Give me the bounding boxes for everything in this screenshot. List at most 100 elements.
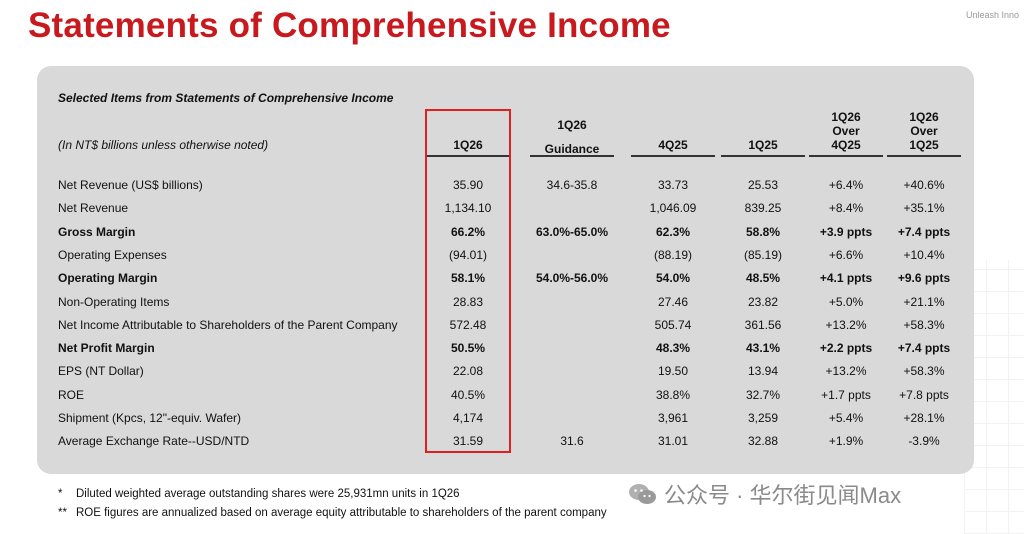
column-header-rule [631, 155, 715, 157]
table-cell: 40.5% [450, 388, 486, 402]
table-cell: 54.0% [655, 271, 691, 285]
row-label: Net Revenue [58, 201, 129, 215]
column-header-line: 1Q26 [831, 110, 861, 124]
column-header: 1Q25 [718, 138, 808, 152]
table-cell: (88.19) [653, 248, 693, 262]
table-cell: -3.9% [908, 434, 940, 448]
table-cell: 27.46 [657, 295, 689, 309]
table-cell: 22.08 [452, 364, 484, 378]
wechat-icon [628, 482, 658, 506]
table-cell: +21.1% [903, 295, 945, 309]
column-header: 4Q25 [628, 138, 718, 152]
table-cell: +28.1% [903, 411, 945, 425]
table-cell: +4.1 ppts [819, 271, 873, 285]
column-header-rule [530, 155, 614, 157]
table-cell: +40.6% [903, 178, 945, 192]
table-cell: 50.5% [450, 341, 486, 355]
table-cell: 34.6-35.8 [546, 178, 598, 192]
row-label: Operating Expenses [58, 248, 167, 262]
table-cell: 62.3% [655, 225, 691, 239]
column-header-line: 1Q26 [557, 118, 587, 132]
table-cell: 3,259 [747, 411, 779, 425]
table-cell: 58.8% [745, 225, 781, 239]
column-header: 1Q26 Over 1Q25 [879, 110, 969, 152]
table-cell: +5.0% [828, 295, 864, 309]
column-header: 1Q26 [423, 138, 513, 152]
table-cell: +9.6 ppts [897, 271, 951, 285]
page-title: Statements of Comprehensive Income [28, 6, 671, 45]
table-cell: 66.2% [450, 225, 486, 239]
table-cell: 48.5% [745, 271, 781, 285]
table-cell: +13.2% [825, 364, 867, 378]
footnote-text: Diluted weighted average outstanding sha… [76, 488, 460, 500]
column-header-rule [887, 155, 961, 157]
column-header-rule [809, 155, 883, 157]
watermark-text: 公众号 · 华尔街见闻Max [664, 483, 902, 508]
table-cell: +8.4% [828, 201, 864, 215]
table-units-note: (In NT$ billions unless otherwise noted) [58, 138, 269, 152]
table-card [37, 66, 974, 474]
row-label: Average Exchange Rate--USD/NTD [58, 434, 250, 448]
row-label: Net Profit Margin [58, 341, 155, 355]
column-header-line: 1Q25 [748, 138, 778, 152]
brand-tagline: Unleash Inno [966, 10, 1020, 20]
row-label: Shipment (Kpcs, 12"-equiv. Wafer) [58, 411, 241, 425]
row-label: Net Revenue (US$ billions) [58, 178, 203, 192]
table-cell: +1.7 ppts [821, 388, 871, 402]
table-cell: +7.4 ppts [897, 225, 951, 239]
table-cell: +7.4 ppts [897, 341, 951, 355]
column-header: 1Q26 Over 4Q25 [801, 110, 891, 152]
column-header-line: 1Q26 [453, 138, 483, 152]
table-cell: 1,046.09 [649, 201, 697, 215]
table-cell: +7.8 ppts [899, 388, 949, 402]
footnote-marker: ** [58, 507, 67, 519]
table-cell: +13.2% [825, 318, 867, 332]
table-cell: 31.59 [452, 434, 484, 448]
table-cell: 361.56 [744, 318, 782, 332]
table-cell: 13.94 [747, 364, 779, 378]
decorative-grid [964, 260, 1024, 534]
table-cell: +10.4% [903, 248, 945, 262]
column-header-line: Guidance [544, 142, 600, 156]
column-header-line: 1Q25 [909, 138, 939, 152]
row-label: Gross Margin [58, 225, 136, 239]
column-header-line: Over [832, 124, 860, 138]
table-cell: 43.1% [745, 341, 781, 355]
table-cell: 505.74 [654, 318, 692, 332]
table-cell: +1.9% [828, 434, 864, 448]
row-label: Operating Margin [58, 271, 158, 285]
table-cell: +6.4% [828, 178, 864, 192]
row-label: EPS (NT Dollar) [58, 364, 144, 378]
table-cell: (85.19) [743, 248, 783, 262]
table-cell: +5.4% [828, 411, 864, 425]
table-caption: Selected Items from Statements of Compre… [58, 91, 394, 105]
table-cell: 31.01 [657, 434, 689, 448]
table-cell: +35.1% [903, 201, 945, 215]
current-quarter-highlight-box [425, 109, 511, 453]
footnote-marker: * [58, 488, 63, 500]
watermark: 公众号 · 华尔街见闻Max [628, 478, 901, 510]
table-cell: 4,174 [452, 411, 484, 425]
column-header-line: 4Q25 [658, 138, 688, 152]
table-cell: 38.8% [655, 388, 691, 402]
table-cell: 23.82 [747, 295, 779, 309]
table-cell: +58.3% [903, 318, 945, 332]
table-cell: 58.1% [450, 271, 486, 285]
table-cell: 1,134.10 [444, 201, 492, 215]
table-cell: 32.7% [745, 388, 781, 402]
table-cell: 48.3% [655, 341, 691, 355]
table-cell: 33.73 [657, 178, 689, 192]
column-header-line: Over [910, 124, 938, 138]
column-header-line: 4Q25 [831, 138, 861, 152]
row-label: Net Income Attributable to Shareholders … [58, 318, 398, 332]
table-cell: (94.01) [448, 248, 488, 262]
table-cell: 839.25 [744, 201, 782, 215]
table-cell: 31.6 [560, 434, 584, 448]
table-cell: 28.83 [452, 295, 484, 309]
column-header-line: 1Q26 [909, 110, 939, 124]
table-cell: +3.9 ppts [819, 225, 873, 239]
table-cell: 35.90 [452, 178, 484, 192]
table-cell: 25.53 [747, 178, 779, 192]
table-cell: 54.0%-56.0% [535, 271, 609, 285]
column-header-rule [426, 155, 510, 157]
